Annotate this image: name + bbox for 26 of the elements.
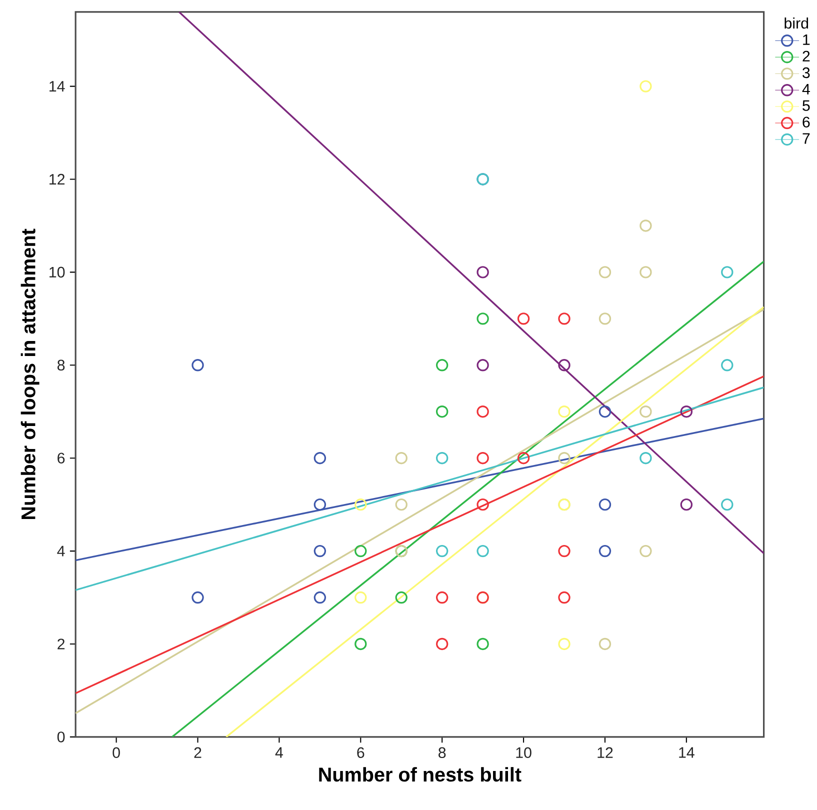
y-tick-label: 8 [57,360,65,371]
x-tick-label: 0 [112,747,120,758]
y-tick-label: 0 [57,732,65,743]
legend-label: 3 [802,68,810,78]
legend-label: 4 [802,84,810,95]
x-tick-label: 4 [275,747,283,758]
y-tick-label: 12 [50,174,65,185]
legend-label: 5 [802,100,810,112]
x-tick-label: 8 [438,747,446,758]
y-tick-label: 6 [58,452,65,464]
y-tick-label: 10 [50,267,65,278]
x-tick-label: 2 [194,747,202,758]
y-axis-title: Number of loops in attachment [20,229,40,520]
legend-label: 6 [802,116,810,128]
x-tick-label: 10 [516,747,532,758]
legend-label: 7 [802,134,810,144]
legend-label: 2 [802,51,810,62]
x-tick-label: 12 [598,747,613,758]
x-tick-label: 6 [357,747,364,758]
legend-label: 1 [803,34,810,46]
x-axis-title: Number of nests built [319,767,522,782]
y-tick-label: 14 [50,81,65,92]
x-tick-label: 14 [679,747,694,758]
legend-title: bird [784,18,808,29]
y-tick-label: 2 [58,638,65,650]
y-tick-label: 4 [57,546,65,556]
